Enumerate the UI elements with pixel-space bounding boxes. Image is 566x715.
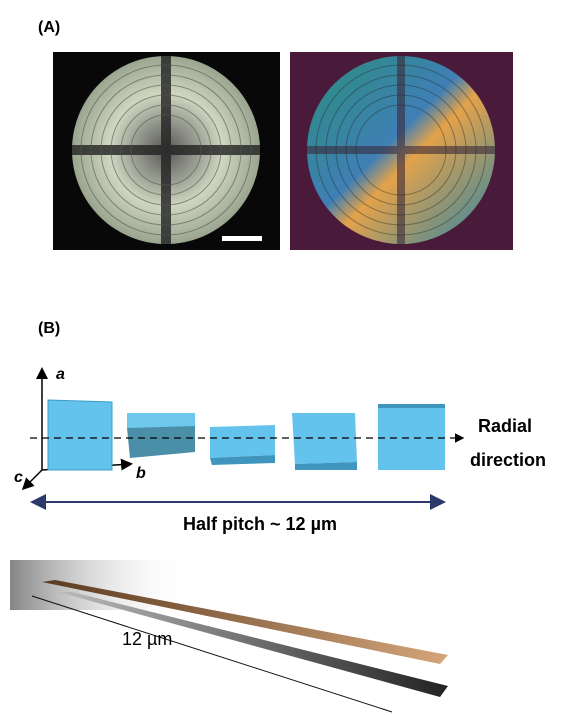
panel-label: (B) (38, 320, 60, 337)
direction-label: Radial (478, 416, 532, 436)
figure: (A) (B) a b c Radial direction Half (0, 0, 566, 715)
direction-label: direction (470, 450, 546, 470)
scale-bar (222, 236, 262, 241)
axis-label: a (56, 366, 65, 383)
crystal-blocks (48, 400, 445, 470)
axis-label: b (136, 465, 146, 482)
panel-label: (A) (38, 19, 60, 36)
length-label: 12 µm (122, 629, 172, 649)
axis-label: c (14, 469, 23, 486)
pitch-label: Half pitch ~ 12 µm (183, 514, 337, 534)
page: (A) (B) a b c Radial direction Half (0, 0, 566, 715)
